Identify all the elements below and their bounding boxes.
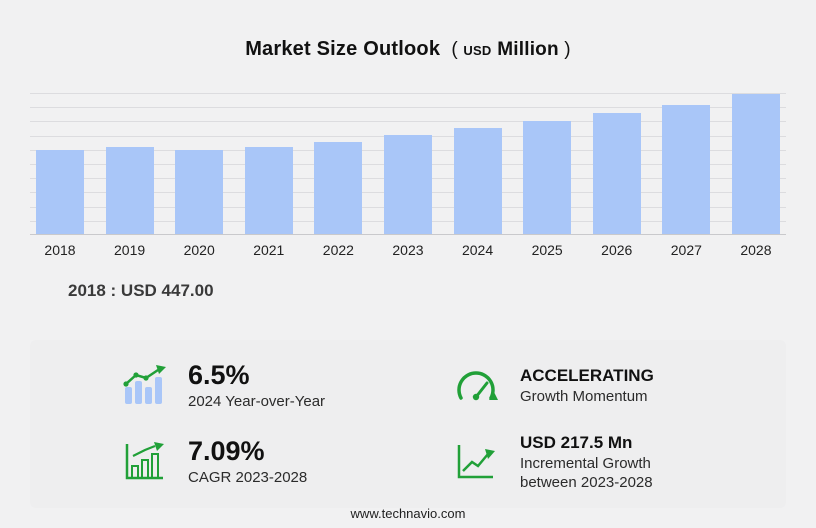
plot-area: 2018 2019 2020 2021 2022 2023 2024 2025 2026 2027… bbox=[30, 93, 786, 258]
momentum-value: ACCELERATING bbox=[520, 366, 654, 385]
x-tick-label-2020: 2020 bbox=[183, 242, 215, 258]
x-tick-label-2027: 2027 bbox=[670, 242, 702, 258]
cagr-label: CAGR 2023-2028 bbox=[188, 469, 308, 487]
bar-2027 bbox=[662, 105, 711, 234]
incremental-growth-icon bbox=[450, 443, 502, 481]
x-tick-label-2026: 2026 bbox=[601, 242, 633, 258]
gridline bbox=[30, 107, 786, 109]
x-tick-label-2028: 2028 bbox=[740, 242, 772, 258]
stat-cagr: 7.09% CAGR 2023-2028 bbox=[30, 436, 408, 488]
page-title: Market Size Outlook ( USD Million ) bbox=[0, 0, 816, 61]
base-year-annotation: 2018 : USD 447.00 bbox=[68, 281, 214, 300]
bar-column-2027: 2027 bbox=[662, 93, 711, 258]
title-unit: Million bbox=[497, 39, 559, 60]
title-currency: USD bbox=[463, 43, 492, 58]
momentum-label: Growth Momentum bbox=[520, 388, 648, 406]
bar-2021 bbox=[244, 147, 293, 234]
gridline bbox=[30, 121, 786, 123]
cagr-chart-icon bbox=[118, 441, 170, 482]
bar-chart: 2018 2019 2020 2021 2022 2023 2024 2025 2026 2027… bbox=[30, 93, 786, 258]
cagr-value: 7.09% bbox=[188, 436, 265, 467]
yoy-label: 2024 Year-over-Year bbox=[188, 393, 326, 411]
bar-column-2025: 2025 bbox=[523, 93, 572, 258]
bar-series: 2018 2019 2020 2021 2022 2023 2024 2025 2026 2027… bbox=[36, 93, 780, 258]
bar-2019 bbox=[105, 147, 154, 234]
bar-column-2021: 2021 bbox=[244, 93, 293, 258]
bar-2023 bbox=[383, 135, 432, 234]
bar-2028 bbox=[731, 94, 780, 234]
bar-2025 bbox=[523, 121, 572, 234]
x-tick-label-2021: 2021 bbox=[253, 242, 285, 258]
bar-column-2022: 2022 bbox=[314, 93, 363, 258]
gauge-icon bbox=[450, 368, 502, 404]
x-tick-label-2024: 2024 bbox=[461, 242, 494, 258]
stat-momentum: ACCELERATING Growth Momentum bbox=[408, 365, 786, 407]
bar-2018 bbox=[36, 150, 84, 234]
bar-column-2023: 2023 bbox=[383, 93, 432, 258]
bar-column-2028: 2028 bbox=[731, 93, 780, 258]
bar-2024 bbox=[453, 128, 502, 234]
bar-2026 bbox=[592, 113, 641, 234]
title-paren-close: ) bbox=[558, 39, 571, 60]
x-tick-label-2019: 2019 bbox=[114, 242, 146, 258]
yoy-bars-icon bbox=[118, 364, 170, 407]
bar-2020 bbox=[175, 150, 224, 234]
stat-incremental: USD 217.5 Mn Incremental Growth between … bbox=[408, 432, 786, 493]
bar-column-2026: 2026 bbox=[592, 93, 641, 258]
title-main: Market Size Outlook bbox=[245, 38, 441, 60]
incremental-value: USD 217.5 Mn bbox=[520, 432, 633, 452]
bar-2022 bbox=[314, 142, 363, 234]
bar-column-2024: 2024 bbox=[453, 93, 502, 258]
stat-yoy: 6.5% 2024 Year-over-Year bbox=[30, 360, 408, 412]
x-tick-label-2018: 2018 bbox=[44, 242, 76, 258]
gridline bbox=[30, 93, 786, 94]
yoy-value: 6.5% bbox=[188, 360, 250, 391]
stats-panel: 6.5% 2024 Year-over-Year ACCELERATING Gr… bbox=[30, 340, 786, 508]
bar-column-2020: 2020 bbox=[175, 93, 224, 258]
x-tick-label-2022: 2022 bbox=[322, 242, 354, 258]
incremental-label: Incremental Growth between 2023-2028 bbox=[520, 454, 653, 491]
website-url: www.technavio.com bbox=[350, 506, 466, 521]
x-tick-label-2023: 2023 bbox=[392, 242, 424, 258]
title-paren-open: ( bbox=[445, 39, 464, 60]
x-tick-label-2025: 2025 bbox=[531, 242, 563, 258]
bar-column-2019: 2019 bbox=[105, 93, 154, 258]
bar-column-2018: 2018 bbox=[36, 93, 84, 258]
